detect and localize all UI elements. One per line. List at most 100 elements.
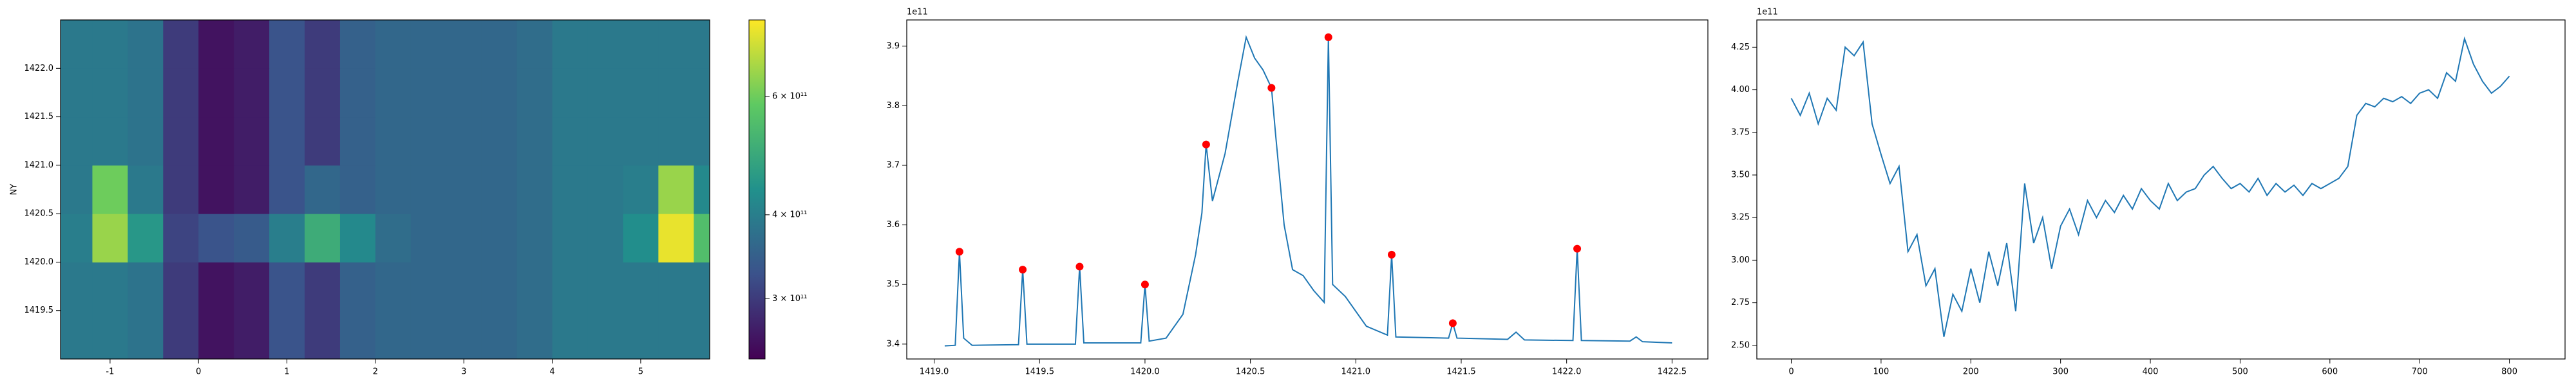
heatmap-cell bbox=[587, 165, 623, 214]
x-tick-label: 5 bbox=[638, 367, 643, 377]
heatmap-cell bbox=[269, 165, 305, 214]
x-tick-label: 700 bbox=[2412, 367, 2428, 377]
heatmap-cell bbox=[234, 165, 270, 214]
heatmap-cell bbox=[269, 68, 305, 118]
y-tick-label: 3.4 bbox=[886, 339, 900, 349]
heatmap-cell bbox=[305, 165, 341, 214]
peak-marker bbox=[1573, 244, 1582, 253]
heatmap-cell bbox=[305, 20, 341, 69]
heatmap-cell bbox=[128, 68, 164, 118]
x-tick-label: 100 bbox=[1873, 367, 1889, 377]
heatmap-cell bbox=[198, 262, 234, 311]
heatmap-cell bbox=[516, 68, 553, 118]
x-tick-label: 1420.0 bbox=[1130, 367, 1160, 377]
heatmap-cell bbox=[516, 310, 553, 359]
x-tick-label: 2 bbox=[373, 367, 378, 377]
heatmap-cell bbox=[269, 116, 305, 166]
heatmap-cell bbox=[481, 20, 518, 69]
heatmap-cell bbox=[410, 310, 447, 359]
y-tick-label: 3.50 bbox=[1731, 170, 1750, 179]
heatmap-cell bbox=[623, 165, 659, 214]
y-tick-label: 4.00 bbox=[1731, 85, 1750, 95]
heatmap-cell bbox=[92, 20, 128, 69]
heatmap-cell bbox=[269, 214, 305, 262]
x-tick-label: 1422.5 bbox=[1658, 367, 1687, 377]
y-tick-label: 3.00 bbox=[1731, 255, 1750, 265]
y-tick-label: 1422.0 bbox=[24, 64, 54, 73]
heatmap-cell bbox=[198, 165, 234, 214]
x-tick-label: 300 bbox=[2052, 367, 2069, 377]
heatmap-cell bbox=[305, 262, 341, 311]
heatmap-cell bbox=[128, 20, 164, 69]
heatmap-cell bbox=[623, 310, 659, 359]
x-tick-label: 1421.5 bbox=[1446, 367, 1476, 377]
heatmap-cell bbox=[163, 116, 199, 166]
heatmap-cell bbox=[234, 262, 270, 311]
heatmap-cell bbox=[446, 116, 482, 166]
heatmap-cell bbox=[446, 20, 482, 69]
heatmap-cell bbox=[516, 20, 553, 69]
y-offset-label: 1e11 bbox=[907, 8, 928, 17]
peak-marker bbox=[1019, 266, 1027, 274]
heatmap-cell bbox=[446, 262, 482, 311]
heatmap-cell bbox=[658, 214, 694, 262]
heatmap-cell bbox=[516, 214, 553, 262]
heatmap-cell bbox=[61, 68, 93, 118]
heatmap-cell bbox=[339, 262, 376, 311]
colorbar-tick-label: 3 × 10¹¹ bbox=[772, 294, 807, 304]
heatmap-cell bbox=[658, 262, 694, 311]
x-tick-label: 400 bbox=[2143, 367, 2159, 377]
heatmap-cell bbox=[552, 116, 588, 166]
x-tick-label: 1421.0 bbox=[1341, 367, 1371, 377]
x-tick-label: 200 bbox=[1963, 367, 1979, 377]
heatmap-cell bbox=[128, 310, 164, 359]
y-tick-label: 3.8 bbox=[886, 101, 900, 111]
heatmap-cell bbox=[623, 262, 659, 311]
heatmap-cell bbox=[658, 20, 694, 69]
x-tick-label: 1419.0 bbox=[920, 367, 949, 377]
heatmap-cell bbox=[305, 310, 341, 359]
heatmap-cell bbox=[234, 116, 270, 166]
heatmap-cell bbox=[305, 116, 341, 166]
y-tick-label: 4.25 bbox=[1731, 42, 1750, 52]
heatmap-cell bbox=[623, 214, 659, 262]
x-tick-label: 3 bbox=[461, 367, 466, 377]
x-tick-label: 1 bbox=[284, 367, 289, 377]
y-tick-label: 3.75 bbox=[1731, 127, 1750, 137]
x-tick-label: 0 bbox=[196, 367, 201, 377]
heatmap-cell bbox=[481, 116, 518, 166]
peak-marker bbox=[1202, 140, 1210, 149]
heatmap-cell bbox=[694, 116, 710, 166]
heatmap-cell bbox=[339, 165, 376, 214]
heatmap-cell bbox=[587, 214, 623, 262]
heatmap-cell bbox=[623, 20, 659, 69]
heatmap-cell bbox=[410, 116, 447, 166]
x-tick-label: 800 bbox=[2501, 367, 2517, 377]
heatmap-cell bbox=[694, 214, 710, 262]
heatmap-cell bbox=[339, 116, 376, 166]
heatmap-cells bbox=[61, 20, 710, 359]
axes-frame bbox=[906, 19, 1709, 360]
heatmap-cell bbox=[481, 68, 518, 118]
heatmap-cell bbox=[269, 262, 305, 311]
heatmap-cell bbox=[339, 214, 376, 262]
heatmap-cell bbox=[694, 165, 710, 214]
heatmap-cell bbox=[694, 262, 710, 311]
heatmap-cell bbox=[198, 68, 234, 118]
peak-marker bbox=[1448, 319, 1457, 327]
x-tick-label: 600 bbox=[2322, 367, 2338, 377]
heatmap-cell bbox=[516, 165, 553, 214]
heatmap-cell bbox=[61, 165, 93, 214]
heatmap-cell bbox=[587, 310, 623, 359]
y-tick-label: 1421.5 bbox=[24, 112, 54, 122]
heatmap-cell bbox=[92, 214, 128, 262]
heatmap-cell bbox=[305, 214, 341, 262]
heatmap-cell bbox=[552, 20, 588, 69]
heatmap-cell bbox=[481, 214, 518, 262]
peak-marker bbox=[1387, 250, 1396, 259]
heatmap-cell bbox=[61, 310, 93, 359]
colorbar bbox=[748, 19, 766, 360]
x-tick-label: 1422.0 bbox=[1552, 367, 1582, 377]
heatmap-cell bbox=[410, 214, 447, 262]
heatmap-cell bbox=[375, 262, 412, 311]
